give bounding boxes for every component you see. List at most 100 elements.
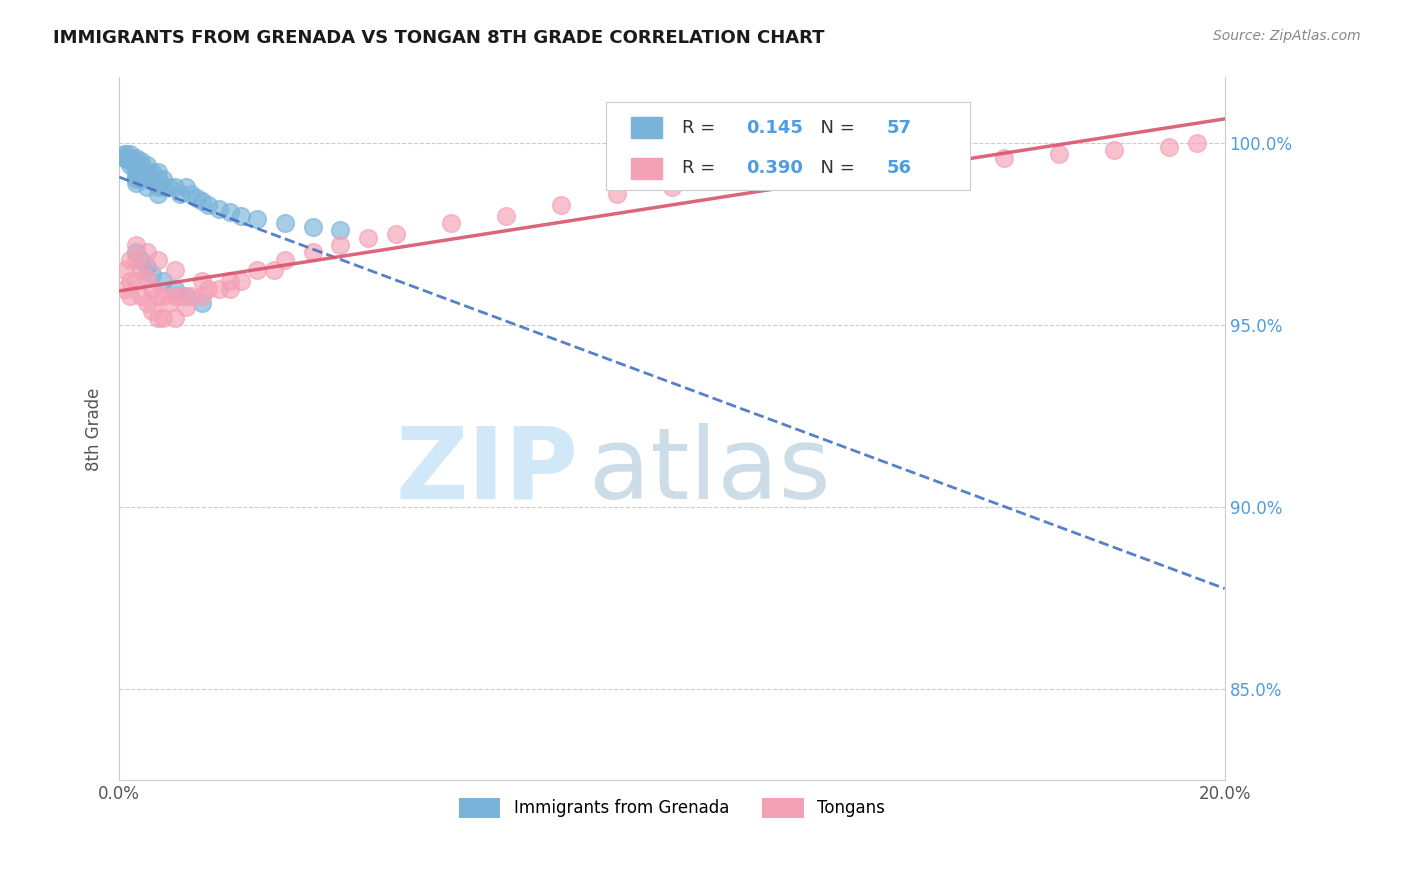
Point <box>131 289 153 303</box>
Point <box>827 161 849 176</box>
Point <box>882 158 904 172</box>
Bar <box>631 158 662 178</box>
Point <box>1047 147 1070 161</box>
Text: R =: R = <box>682 119 721 136</box>
Point <box>169 186 191 201</box>
Point <box>993 151 1015 165</box>
Point <box>125 165 148 179</box>
Bar <box>631 117 662 138</box>
Point <box>163 263 186 277</box>
Point <box>146 310 169 325</box>
Point <box>146 165 169 179</box>
Text: atlas: atlas <box>589 423 831 519</box>
Point <box>246 263 269 277</box>
Point <box>135 245 157 260</box>
Point <box>157 179 180 194</box>
Point <box>191 289 214 303</box>
Point <box>440 216 463 230</box>
Text: 0.390: 0.390 <box>747 159 803 178</box>
Point <box>180 186 202 201</box>
Point <box>329 238 352 252</box>
Point <box>357 230 380 244</box>
Point <box>208 282 231 296</box>
Point <box>169 289 191 303</box>
Point <box>120 274 142 288</box>
Point <box>1185 136 1208 150</box>
Point <box>131 158 153 172</box>
Point <box>125 245 148 260</box>
Point <box>246 212 269 227</box>
Point <box>229 209 252 223</box>
Point <box>152 310 174 325</box>
Legend: Immigrants from Grenada, Tongans: Immigrants from Grenada, Tongans <box>453 791 891 825</box>
Point <box>263 263 285 277</box>
Point <box>114 282 136 296</box>
Point <box>125 252 148 267</box>
Point <box>120 151 142 165</box>
Point <box>135 165 157 179</box>
Point <box>125 274 148 288</box>
Point <box>229 274 252 288</box>
Point <box>152 179 174 194</box>
Text: Source: ZipAtlas.com: Source: ZipAtlas.com <box>1213 29 1361 43</box>
Point <box>120 252 142 267</box>
Text: R =: R = <box>682 159 721 178</box>
Point <box>152 172 174 186</box>
Point <box>174 289 197 303</box>
Point <box>125 151 148 165</box>
Point <box>125 158 148 172</box>
Point <box>146 186 169 201</box>
Point <box>174 300 197 314</box>
Point <box>218 282 240 296</box>
FancyBboxPatch shape <box>606 102 970 190</box>
Point <box>218 274 240 288</box>
Point <box>141 172 163 186</box>
Point <box>191 274 214 288</box>
Point <box>120 289 142 303</box>
Point <box>125 238 148 252</box>
Text: N =: N = <box>808 159 860 178</box>
Point <box>152 289 174 303</box>
Point <box>114 263 136 277</box>
Point <box>125 161 148 176</box>
Point <box>606 186 628 201</box>
Point <box>120 154 142 169</box>
Point <box>135 172 157 186</box>
Point <box>550 198 572 212</box>
Point <box>114 151 136 165</box>
Point <box>125 176 148 190</box>
Text: ZIP: ZIP <box>395 423 578 519</box>
Point <box>135 270 157 285</box>
Point <box>152 274 174 288</box>
Point <box>301 245 323 260</box>
Point <box>157 296 180 310</box>
Point <box>1102 143 1125 157</box>
Y-axis label: 8th Grade: 8th Grade <box>86 387 103 471</box>
Point <box>141 267 163 281</box>
Point <box>131 154 153 169</box>
Text: 0.145: 0.145 <box>747 119 803 136</box>
Point <box>146 179 169 194</box>
Point <box>141 282 163 296</box>
Point <box>329 223 352 237</box>
Point <box>163 282 186 296</box>
Text: N =: N = <box>808 119 860 136</box>
Point <box>191 194 214 209</box>
Point <box>135 158 157 172</box>
Point <box>120 158 142 172</box>
Point <box>114 151 136 165</box>
Point <box>163 179 186 194</box>
Point <box>125 154 148 169</box>
Point <box>174 179 197 194</box>
Point <box>135 296 157 310</box>
Point <box>180 289 202 303</box>
Point <box>938 154 960 169</box>
Point <box>274 216 297 230</box>
Point <box>384 227 406 241</box>
Text: 56: 56 <box>886 159 911 178</box>
Point <box>197 282 219 296</box>
Point <box>135 179 157 194</box>
Point <box>131 252 153 267</box>
Point <box>131 169 153 183</box>
Point <box>772 165 794 179</box>
